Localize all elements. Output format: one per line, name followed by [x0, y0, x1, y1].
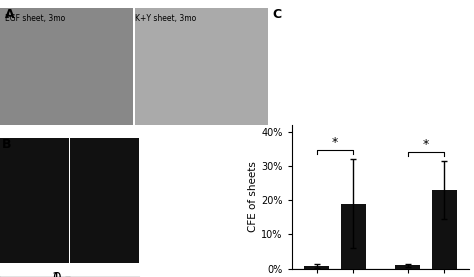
Text: *: * — [423, 138, 429, 151]
Y-axis label: CFE of sheets: CFE of sheets — [248, 161, 258, 232]
Bar — [395, 265, 420, 269]
Bar — [304, 266, 329, 269]
Text: K+Y sheet, 3mo: K+Y sheet, 3mo — [135, 14, 196, 23]
Text: C: C — [273, 8, 282, 21]
Text: B: B — [2, 138, 12, 152]
Text: A: A — [5, 8, 14, 21]
Bar — [340, 204, 365, 269]
Text: *: * — [332, 136, 338, 149]
Bar — [432, 190, 457, 269]
Text: EGF sheet, 3mo: EGF sheet, 3mo — [5, 14, 65, 23]
